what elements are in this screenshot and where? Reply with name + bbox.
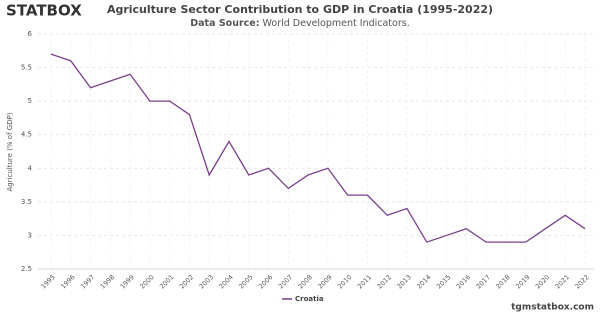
x-tick-label: 2002 — [178, 273, 195, 290]
x-tick-label: 2018 — [494, 273, 511, 290]
x-tick-label: 2006 — [257, 273, 274, 290]
x-tick-label: 2000 — [138, 273, 155, 290]
x-tick-label: 2014 — [415, 273, 432, 290]
legend-label: Croatia — [295, 295, 324, 303]
y-tick-label: 4 — [28, 164, 33, 172]
x-tick-label: 2012 — [376, 273, 393, 290]
y-tick-label: 5.5 — [21, 64, 32, 72]
x-tick-label: 1999 — [119, 273, 136, 290]
x-tick-label: 2011 — [356, 273, 373, 290]
footer: tgmstatbox.com — [511, 303, 594, 313]
x-tick-label: 2016 — [455, 273, 472, 290]
x-tick-label: 2020 — [534, 273, 551, 290]
x-tick-label: 2009 — [316, 273, 333, 290]
x-tick-label: 2015 — [435, 273, 452, 290]
y-axis-label: Agriculture (% of GDP) — [6, 112, 14, 191]
x-tick-label: 2017 — [475, 273, 492, 290]
x-tick-label: 2021 — [554, 273, 571, 290]
logo: STATBOX — [6, 2, 82, 20]
line — [50, 53, 586, 243]
source: World Development Indicators. — [263, 18, 410, 29]
x-tick-label: 2007 — [277, 273, 294, 290]
x-tick-label: 2008 — [297, 273, 314, 290]
x-tick-label: 1997 — [79, 273, 96, 290]
y-tick-label: 2.5 — [21, 265, 32, 273]
subtitle: Data Source: World Development Indicator… — [190, 18, 409, 29]
x-tick-label: 1998 — [99, 273, 116, 290]
x-tick-label: 2010 — [336, 273, 353, 290]
x-tick-label: 1995 — [39, 273, 56, 290]
x-tick-label: 2004 — [217, 273, 234, 290]
x-tick-label: 2022 — [573, 273, 590, 290]
x-tick-label: 2013 — [395, 273, 412, 290]
y-tick-label: 5 — [28, 97, 32, 105]
y-tick-label: 3.5 — [21, 198, 32, 206]
x-tick-label: 1996 — [59, 273, 76, 290]
y-tick-label: 6 — [28, 30, 33, 38]
y-tick-label: 3 — [28, 231, 32, 239]
y-tick-label: 4.5 — [21, 131, 32, 139]
source-label: Data Source: — [190, 18, 259, 29]
chart-title: Agriculture Sector Contribution to GDP i… — [107, 3, 493, 16]
x-tick-label: 2005 — [237, 273, 254, 290]
x-tick-label: 2019 — [514, 273, 531, 290]
x-tick-label: 2003 — [198, 273, 215, 290]
x-tick-label: 2001 — [158, 273, 175, 290]
